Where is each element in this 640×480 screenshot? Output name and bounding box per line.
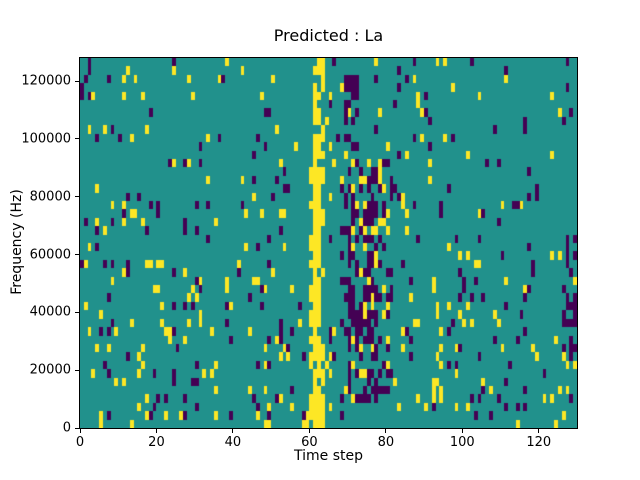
- y-tick-label: 0: [62, 420, 71, 436]
- x-tick-mark: [232, 429, 234, 433]
- x-tick-mark: [155, 429, 157, 433]
- x-tick-label: 120: [526, 435, 552, 450]
- x-tick-label: 100: [449, 435, 475, 450]
- y-tick-mark: [75, 254, 79, 256]
- x-tick-mark: [79, 429, 81, 433]
- heatmap-plot-area: [79, 57, 578, 429]
- y-tick-mark: [75, 427, 79, 429]
- x-tick-label: 20: [148, 435, 165, 450]
- y-tick-label: 100000: [21, 131, 71, 147]
- x-tick-mark: [461, 429, 463, 433]
- x-tick-mark: [538, 429, 540, 433]
- x-axis-label: Time step: [294, 448, 363, 464]
- x-tick-label: 80: [377, 435, 395, 450]
- x-tick-mark: [385, 429, 387, 433]
- y-tick-label: 120000: [21, 73, 71, 89]
- y-tick-label: 20000: [29, 362, 71, 378]
- y-tick-mark: [75, 80, 79, 82]
- y-tick-mark: [75, 369, 79, 371]
- x-tick-label: 60: [301, 435, 318, 450]
- y-tick-mark: [75, 311, 79, 313]
- y-tick-label: 60000: [29, 247, 71, 263]
- y-tick-mark: [75, 196, 79, 198]
- y-axis-label: Frequency (Hz): [9, 189, 25, 295]
- y-tick-mark: [75, 138, 79, 140]
- chart-title: Predicted : La: [273, 26, 384, 45]
- x-tick-label: 0: [75, 435, 85, 450]
- x-tick-label: 40: [224, 435, 242, 450]
- x-tick-mark: [308, 429, 310, 433]
- y-tick-label: 80000: [29, 189, 71, 205]
- y-tick-label: 40000: [29, 304, 71, 320]
